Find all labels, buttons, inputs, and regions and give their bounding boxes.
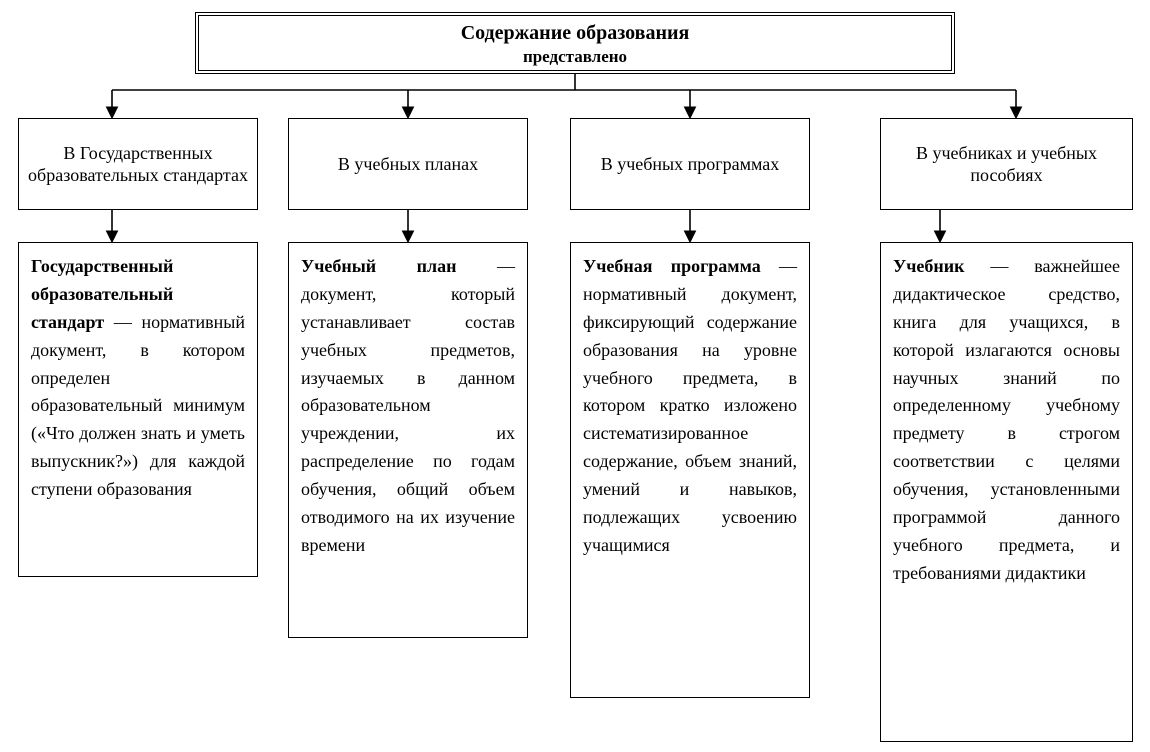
branch-desc-textbooks: Учебник — важнейшее дидактическое средст…: [880, 242, 1133, 742]
definition: — документ, который устанавливает состав…: [301, 256, 515, 555]
term: Учебный план: [301, 256, 457, 276]
branch-header-standards: В Государственных образовательных станда…: [18, 118, 258, 210]
branch-header-label: В учебных программах: [601, 153, 780, 176]
term: Учебная программа: [583, 256, 761, 276]
branch-desc-standards: Государственный образовательный стандарт…: [18, 242, 258, 577]
branch-desc-plans: Учебный план — документ, который устанав…: [288, 242, 528, 638]
hierarchy-diagram: Содержание образования представлено В Го…: [10, 10, 1140, 742]
branch-header-plans: В учебных планах: [288, 118, 528, 210]
definition: — нормативный документ, в котором опреде…: [31, 312, 245, 499]
branch-header-label: В учебных планах: [338, 153, 478, 176]
definition: — важнейшее дидактическое средство, книг…: [893, 256, 1120, 583]
branch-header-label: В Государственных образовательных станда…: [25, 142, 251, 187]
branch-header-programs: В учебных программах: [570, 118, 810, 210]
root-title: Содержание образования: [219, 22, 931, 45]
branch-header-label: В учебниках и учебных пособиях: [887, 142, 1126, 187]
definition: — нормативный документ, фиксирующий соде…: [583, 256, 797, 555]
root-box: Содержание образования представлено: [195, 12, 955, 74]
term: Учебник: [893, 256, 964, 276]
root-subtitle: представлено: [219, 47, 931, 67]
branch-header-textbooks: В учебниках и учебных пособиях: [880, 118, 1133, 210]
branch-desc-programs: Учебная программа — нормативный документ…: [570, 242, 810, 698]
